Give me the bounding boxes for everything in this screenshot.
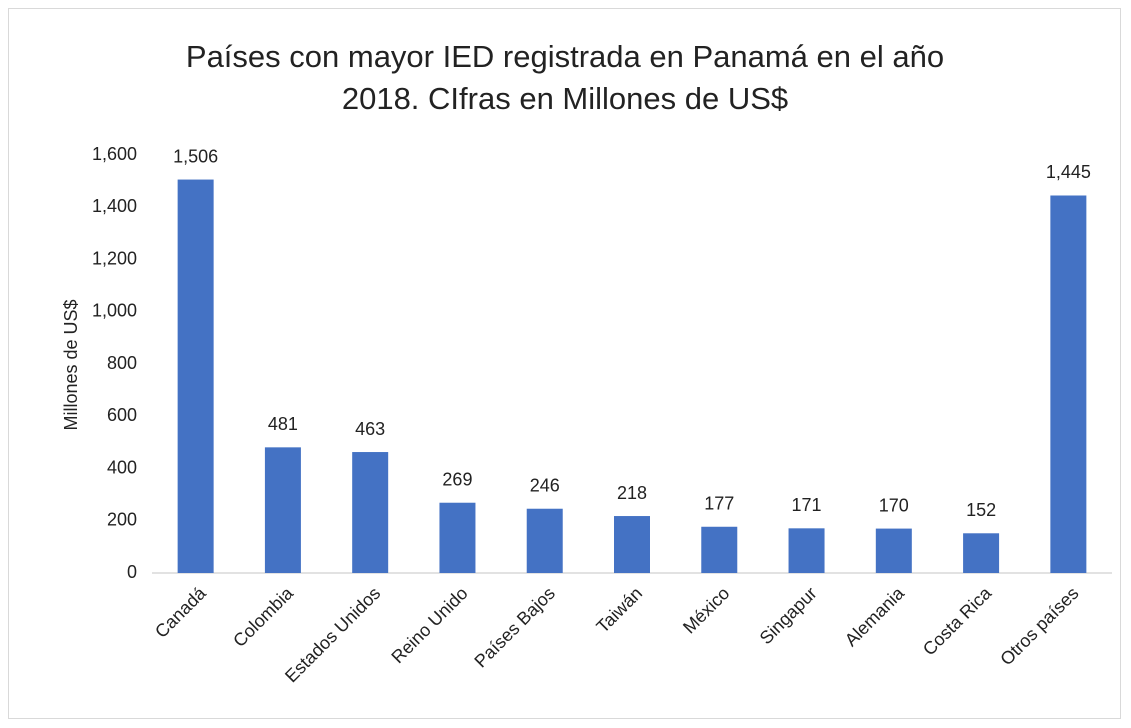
data-label: 177 — [704, 494, 734, 514]
y-tick-label: 200 — [107, 510, 137, 530]
bar — [1050, 195, 1087, 573]
y-tick-label: 600 — [107, 405, 137, 425]
data-label: 1,506 — [173, 146, 218, 166]
data-label: 218 — [617, 483, 647, 503]
bar — [439, 502, 476, 573]
bar — [701, 526, 738, 573]
data-label: 481 — [268, 414, 298, 434]
y-tick-label: 800 — [107, 353, 137, 373]
bar — [788, 528, 825, 573]
data-label: 463 — [355, 419, 385, 439]
y-tick-label: 0 — [127, 562, 137, 582]
y-tick-label: 1,200 — [92, 248, 137, 268]
bar — [614, 516, 650, 573]
y-tick-label: 400 — [107, 457, 137, 477]
data-label: 170 — [879, 495, 909, 515]
data-label: 246 — [530, 475, 560, 495]
y-tick-label: 1,600 — [92, 144, 137, 164]
data-label: 269 — [442, 469, 472, 489]
chart-title: Países con mayor IED registrada en Panam… — [185, 39, 945, 116]
y-tick-label: 1,000 — [92, 301, 137, 321]
bar — [963, 533, 1000, 573]
bar — [875, 528, 912, 573]
data-label: 171 — [792, 495, 822, 515]
bar — [526, 508, 563, 573]
bar — [264, 447, 301, 573]
y-axis-label: Millones de US$ — [61, 299, 81, 430]
data-label: 152 — [966, 500, 996, 520]
bar — [352, 452, 389, 573]
bar — [177, 179, 214, 573]
y-tick-label: 1,400 — [92, 196, 137, 216]
data-label: 1,445 — [1046, 162, 1091, 182]
